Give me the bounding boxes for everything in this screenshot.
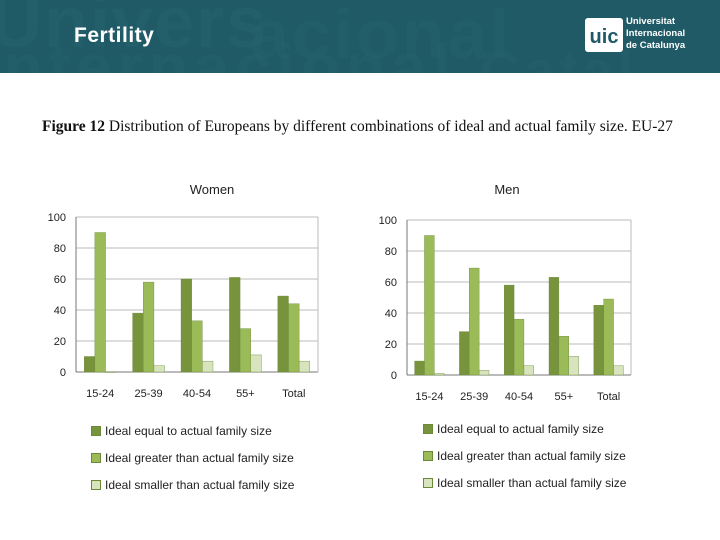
uic-logo-icon: uic <box>585 18 623 52</box>
x-tick-label: 55+ <box>554 391 573 403</box>
bar <box>568 356 579 376</box>
y-tick-label: 60 <box>54 274 66 286</box>
legend-item: Ideal equal to actual family size <box>91 424 272 438</box>
legend-women: Ideal equal to actual family size Ideal g… <box>91 424 351 504</box>
y-tick-label: 40 <box>385 308 397 320</box>
bar <box>153 365 165 373</box>
bar <box>424 235 435 376</box>
chart-title: Women <box>190 182 235 197</box>
x-tick-label: 25-39 <box>135 388 163 400</box>
university-name: Universitat Internacional de Catalunya <box>626 16 716 52</box>
bar <box>191 320 203 373</box>
figure-label: Figure 12 <box>42 118 105 135</box>
x-tick-label: 55+ <box>236 388 255 400</box>
bar <box>250 354 262 373</box>
figure-caption: Figure 12 Distribution of Europeans by d… <box>42 118 673 136</box>
bar <box>105 371 117 373</box>
legend-swatch <box>91 480 101 490</box>
university-name-line: Internacional <box>626 28 686 39</box>
legend-swatch <box>423 478 433 488</box>
university-name-line: Universitat <box>626 16 676 27</box>
bar <box>84 356 96 373</box>
bar <box>513 319 525 376</box>
bar <box>558 336 569 376</box>
legend-item: Ideal equal to actual family size <box>423 422 604 436</box>
bar <box>277 295 289 373</box>
bar <box>593 305 604 376</box>
figure-caption-text: Distribution of Europeans by different c… <box>108 118 673 135</box>
y-tick-label: 100 <box>48 212 66 224</box>
bar <box>180 278 192 373</box>
header-bar: Univers Internacional acional Catal Fert… <box>0 0 720 73</box>
x-tick-label: 25-39 <box>460 391 488 403</box>
chart-title: Men <box>494 182 519 197</box>
bar <box>94 232 106 373</box>
x-tick-label: Total <box>282 388 305 400</box>
legend-item: Ideal greater than actual family size <box>423 449 626 463</box>
legend-label: Ideal equal to actual family size <box>437 422 604 436</box>
bar <box>469 267 480 376</box>
bar <box>239 328 251 373</box>
bar <box>298 360 310 373</box>
legend-label: Ideal greater than actual family size <box>437 449 626 463</box>
bar <box>459 331 470 376</box>
bar <box>288 303 300 373</box>
y-tick-label: 0 <box>60 367 66 379</box>
legend-item: Ideal smaller than actual family size <box>423 476 626 490</box>
legend-label: Ideal equal to actual family size <box>105 424 272 438</box>
legend-item: Ideal smaller than actual family size <box>91 478 294 492</box>
legend-swatch <box>91 426 101 436</box>
bar <box>504 284 515 376</box>
university-name-line: de Catalunya <box>626 40 686 51</box>
legend-swatch <box>423 424 433 434</box>
bar <box>202 360 214 373</box>
page-title: Fertility <box>74 24 155 47</box>
y-tick-label: 20 <box>54 336 66 348</box>
x-tick-label: 15-24 <box>415 391 443 403</box>
bar <box>478 370 490 376</box>
x-tick-label: 40-54 <box>183 388 211 400</box>
bar <box>132 312 144 373</box>
legend-swatch <box>91 453 101 463</box>
svg-text:uic: uic <box>590 26 619 48</box>
bar <box>434 373 445 376</box>
legend-men: Ideal equal to actual family size Ideal g… <box>423 422 703 502</box>
x-tick-label: 40-54 <box>505 391 533 403</box>
bar <box>414 360 425 376</box>
y-tick-label: 60 <box>385 277 397 289</box>
y-tick-label: 0 <box>391 370 397 382</box>
x-tick-label: Total <box>597 391 620 403</box>
y-tick-label: 100 <box>379 215 397 227</box>
x-tick-label: 15-24 <box>86 388 114 400</box>
bar <box>603 298 614 376</box>
bar <box>523 365 534 376</box>
legend-label: Ideal greater than actual family size <box>105 451 294 465</box>
header-watermark-text: Internacional <box>0 31 457 73</box>
header-watermark-text: Univers <box>0 0 269 63</box>
bar <box>229 277 241 373</box>
legend-swatch <box>423 451 433 461</box>
legend-item: Ideal greater than actual family size <box>91 451 294 465</box>
bar <box>548 277 560 376</box>
legend-label: Ideal smaller than actual family size <box>437 476 627 490</box>
y-tick-label: 80 <box>54 243 66 255</box>
bar <box>143 281 155 373</box>
y-tick-label: 40 <box>54 305 66 317</box>
y-tick-label: 20 <box>385 339 397 351</box>
y-tick-label: 80 <box>385 246 397 258</box>
bar <box>613 365 624 376</box>
header-watermark-text: acional <box>250 0 513 73</box>
legend-label: Ideal smaller than actual family size <box>105 478 295 492</box>
